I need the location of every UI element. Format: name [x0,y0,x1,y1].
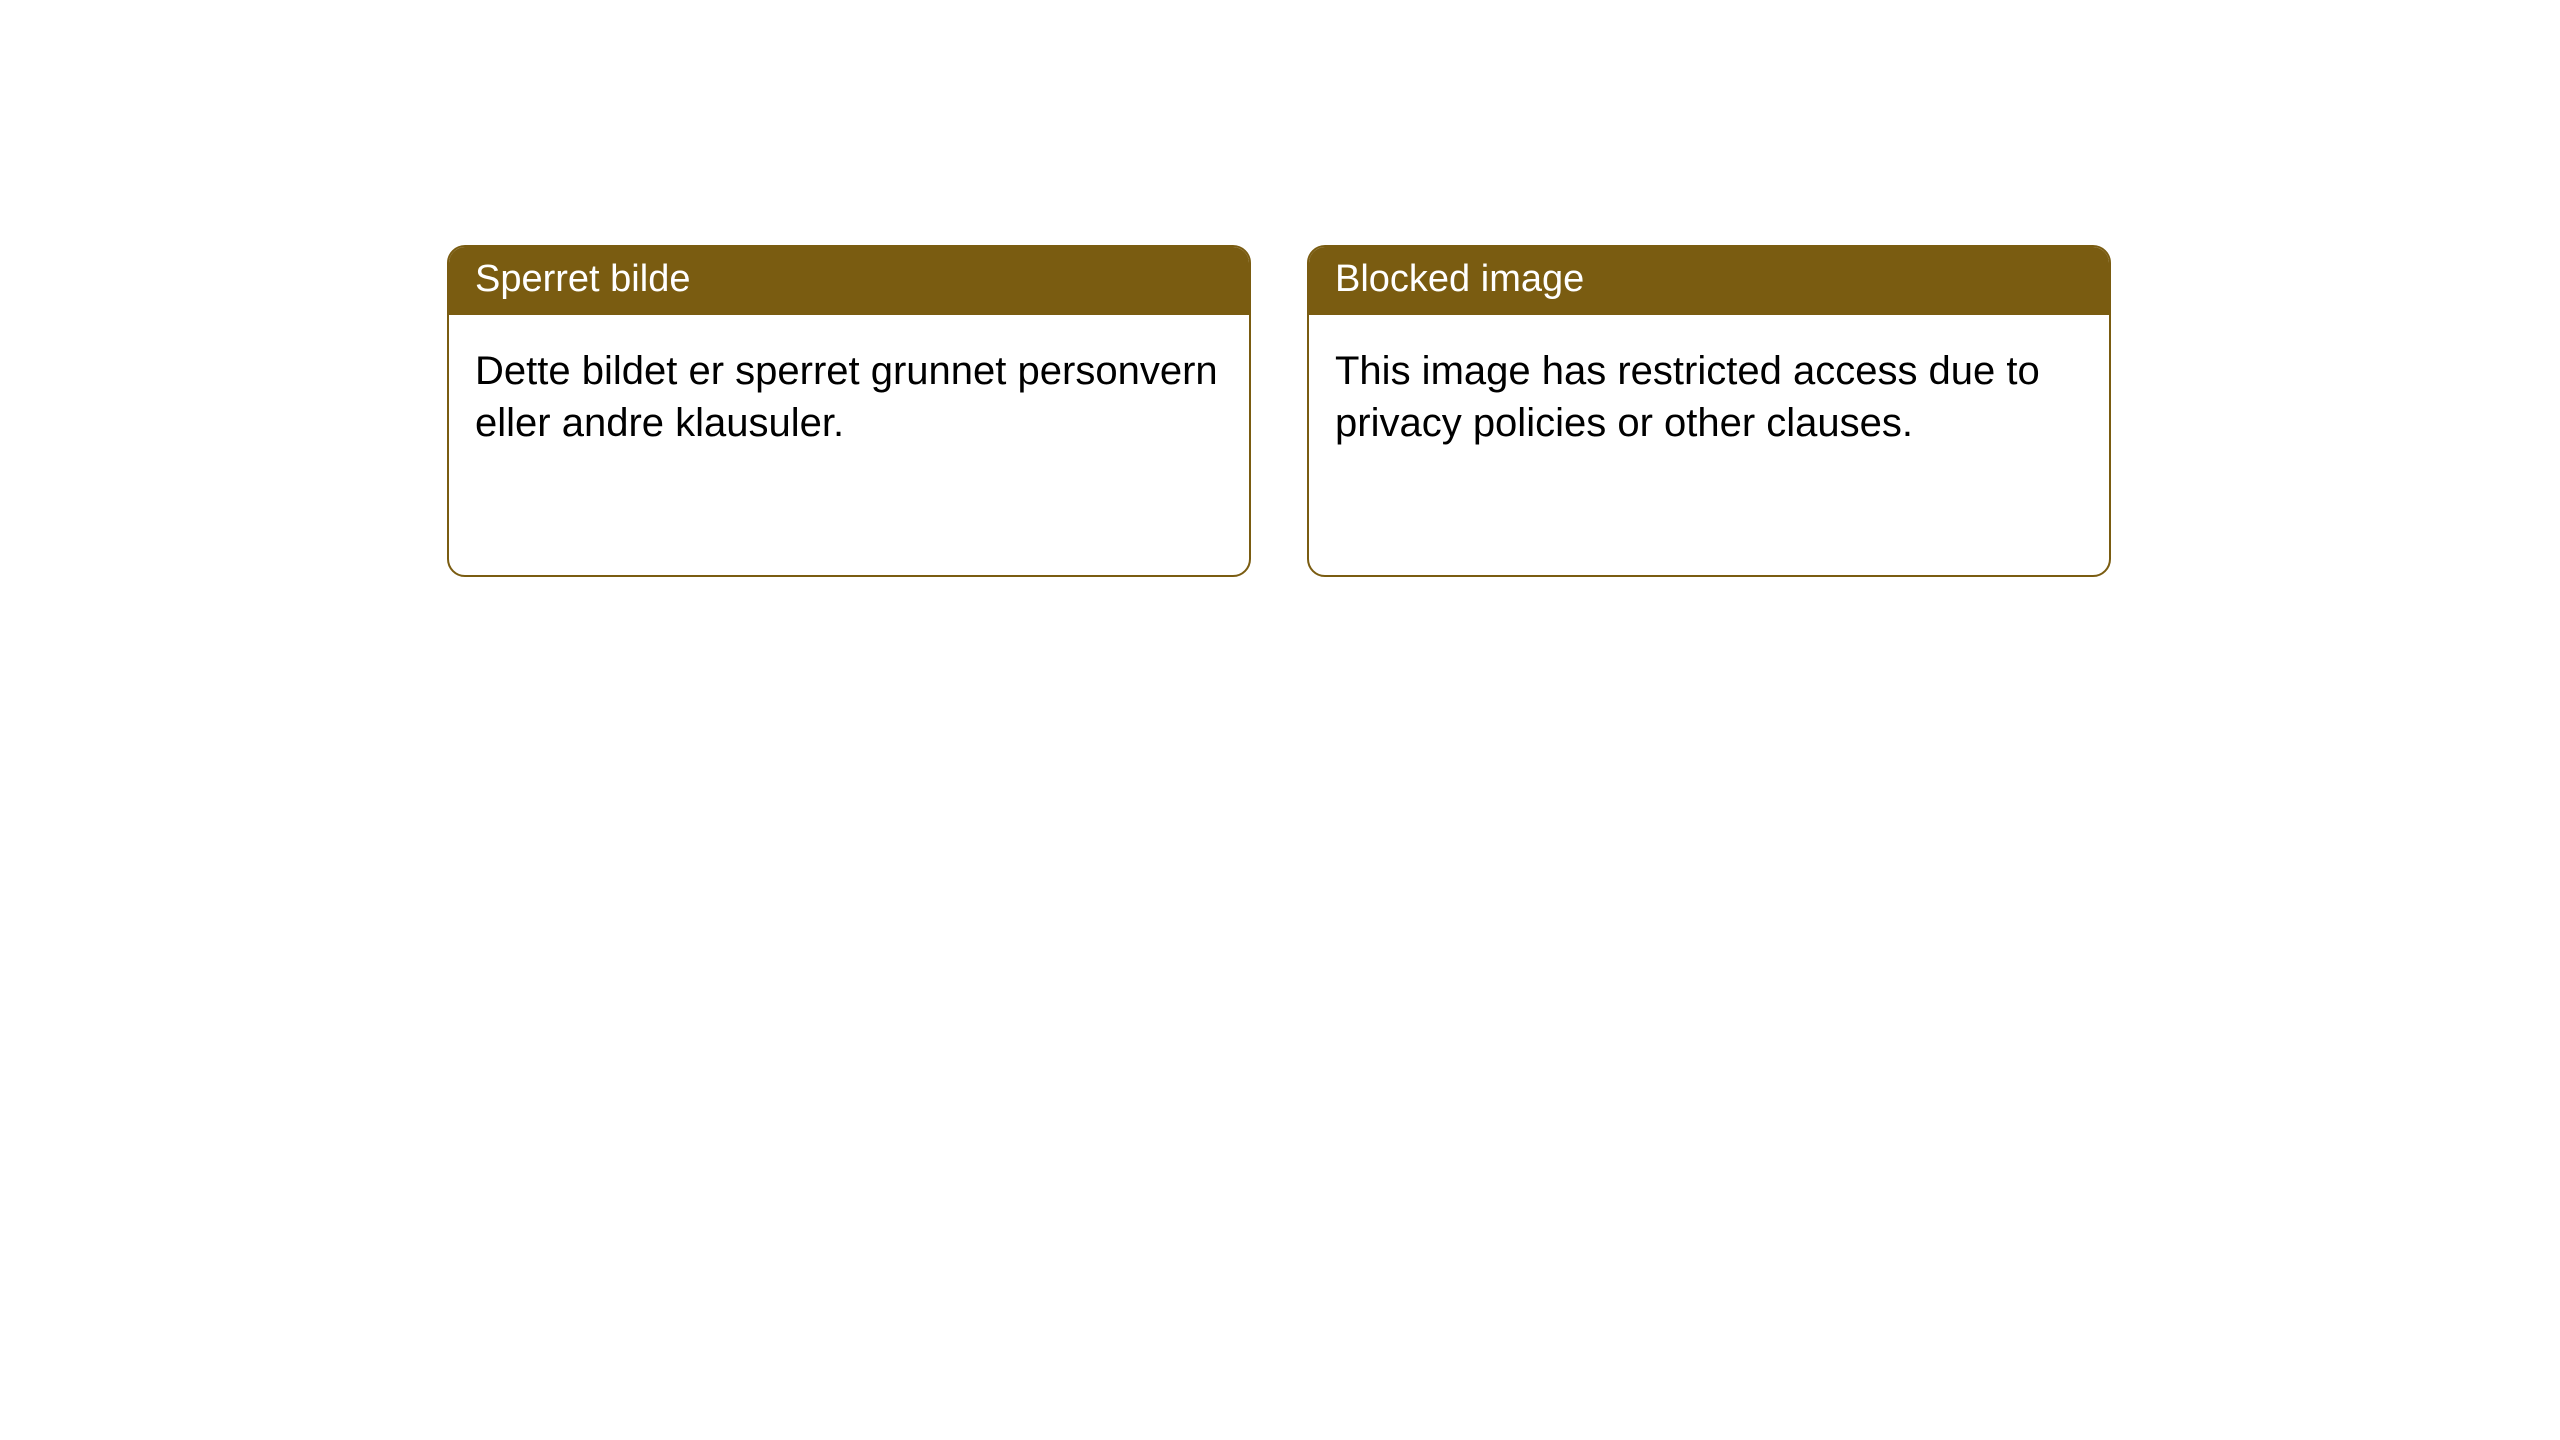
notice-card-english: Blocked image This image has restricted … [1307,245,2111,577]
notice-header: Sperret bilde [449,247,1249,315]
notice-body: Dette bildet er sperret grunnet personve… [449,315,1249,469]
notice-container: Sperret bilde Dette bildet er sperret gr… [0,0,2560,577]
notice-card-norwegian: Sperret bilde Dette bildet er sperret gr… [447,245,1251,577]
notice-body: This image has restricted access due to … [1309,315,2109,469]
notice-header: Blocked image [1309,247,2109,315]
